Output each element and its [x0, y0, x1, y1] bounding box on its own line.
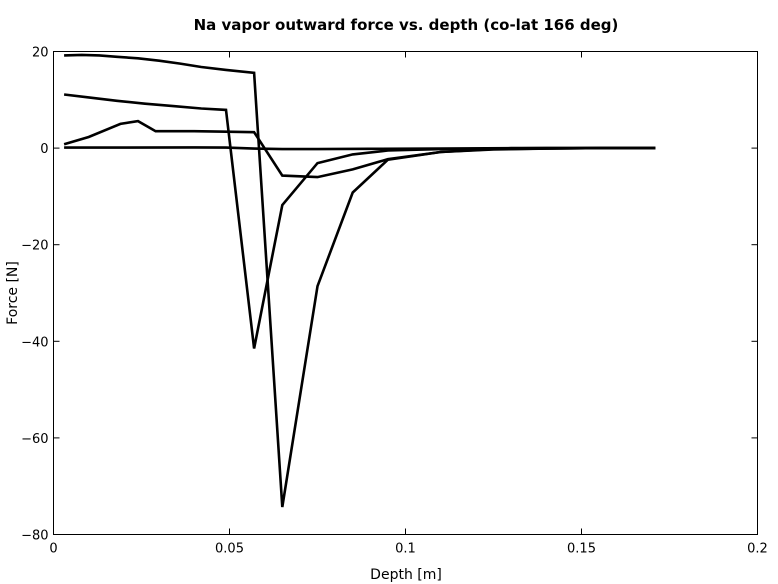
- plot-lines: [63, 53, 656, 508]
- x-tick-label: 0: [49, 542, 57, 557]
- plot-frame: [53, 51, 758, 535]
- series-line-4: [64, 146, 656, 151]
- x-tick-label: 0.05: [215, 542, 244, 557]
- y-tick-label: 0: [40, 142, 48, 157]
- x-tick-label: 0.1: [395, 542, 416, 557]
- series-line-1: [64, 53, 656, 508]
- y-tick-label: −80: [21, 529, 48, 544]
- y-tick-label: −60: [21, 432, 48, 447]
- x-tick-label: 0.2: [747, 542, 768, 557]
- x-tick-label: 0.15: [567, 542, 596, 557]
- y-tick-label: −40: [21, 335, 48, 350]
- y-axis-label: Force [N]: [5, 261, 21, 325]
- x-axis-label: Depth [m]: [370, 567, 442, 583]
- axis-ticks: 0 0.05 0.1 0.15 0.2 −80 −60 −40 −20 0 20: [21, 46, 768, 557]
- y-tick-label: −20: [21, 239, 48, 254]
- chart-title: Na vapor outward force vs. depth (co-lat…: [194, 16, 619, 34]
- y-tick-label: 20: [32, 46, 49, 61]
- series-line-2: [63, 93, 656, 349]
